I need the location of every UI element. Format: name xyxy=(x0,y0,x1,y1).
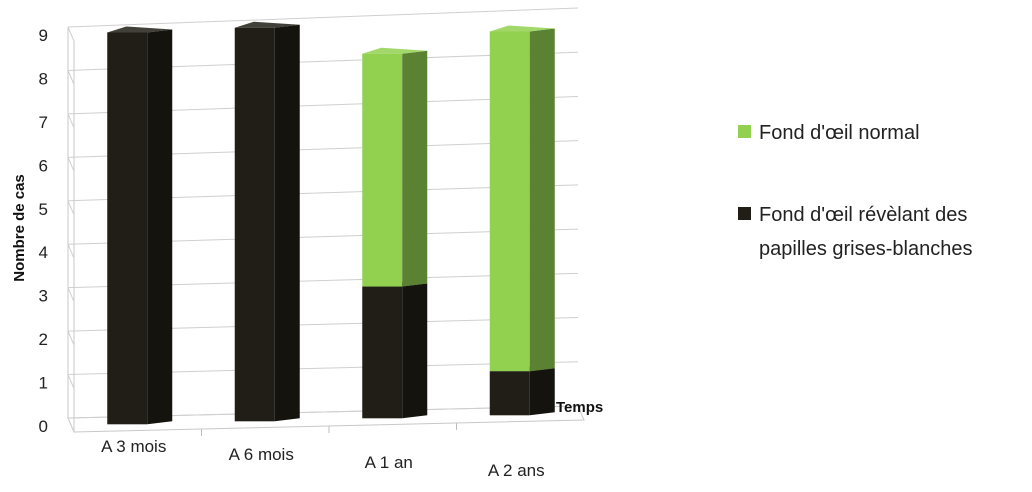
bars xyxy=(107,21,555,425)
legend-item: Fond d'œil normal xyxy=(738,122,920,144)
bar-segment xyxy=(107,32,148,425)
y-tick-label: 6 xyxy=(39,156,48,175)
x-tick-label: A 6 mois xyxy=(229,445,294,464)
legend-item: Fond d'œil révèlant des papilles grises-b… xyxy=(738,204,972,260)
bar-segment-top xyxy=(362,47,428,54)
y-axis-ticks: 0 1 2 3 4 5 6 7 8 9 xyxy=(39,26,48,436)
legend: Fond d'œil normal Fond d'œil révèlant des… xyxy=(738,122,972,260)
gridline-side xyxy=(67,330,75,346)
y-tick-label: 2 xyxy=(39,330,48,349)
x-axis-ticks: A 3 mois A 6 mois A 1 an A 2 ans xyxy=(101,423,545,480)
x-tick-label: A 3 mois xyxy=(101,437,166,456)
bar-stack xyxy=(489,25,555,416)
bar-segment-side xyxy=(147,29,173,425)
y-tick-label: 5 xyxy=(39,200,48,219)
bar-stack xyxy=(234,21,300,422)
gridline-side xyxy=(67,157,75,172)
x-axis-label: Temps xyxy=(556,399,603,416)
gridline-side xyxy=(67,374,75,389)
gridline-side xyxy=(67,417,75,433)
bar-stack xyxy=(362,47,428,419)
gridline-side xyxy=(67,287,75,302)
bar-segment xyxy=(362,53,403,287)
legend-label: papilles grises-blanches xyxy=(759,238,972,260)
bar-segment-top xyxy=(489,25,555,32)
legend-swatch xyxy=(738,207,751,220)
y-tick-label: 7 xyxy=(39,113,48,132)
gridline-side xyxy=(67,70,75,85)
bar-segment-side xyxy=(402,283,428,419)
gridline-side xyxy=(67,244,75,259)
bar-segment-side xyxy=(402,50,428,287)
y-axis-label: Nombre de cas xyxy=(11,174,28,282)
bar-stack xyxy=(107,26,173,425)
gridline xyxy=(67,7,579,28)
gridline-side xyxy=(67,200,75,215)
bar-segment xyxy=(234,27,275,422)
gridline-side xyxy=(67,113,75,129)
y-tick-label: 9 xyxy=(39,26,48,45)
bar-segment xyxy=(489,31,530,372)
bar-segment-side xyxy=(274,24,300,422)
legend-label: Fond d'œil normal xyxy=(759,122,920,144)
y-tick-label: 1 xyxy=(39,374,48,393)
bar-segment xyxy=(489,371,530,416)
bar-segment-side xyxy=(529,368,555,416)
bar-segment xyxy=(362,286,403,419)
y-tick-label: 0 xyxy=(39,417,48,436)
x-tick-label: A 2 ans xyxy=(488,461,545,480)
x-tick-label: A 1 an xyxy=(365,453,413,472)
legend-label: Fond d'œil révèlant des xyxy=(759,204,967,226)
y-tick-label: 4 xyxy=(39,243,48,262)
gridline-side xyxy=(67,26,75,42)
legend-swatch xyxy=(738,125,751,138)
y-tick-label: 3 xyxy=(39,287,48,306)
bar-segment-top xyxy=(234,21,300,28)
bar-segment-top xyxy=(107,26,173,33)
y-tick-label: 8 xyxy=(39,69,48,88)
bar-segment-side xyxy=(529,28,555,372)
